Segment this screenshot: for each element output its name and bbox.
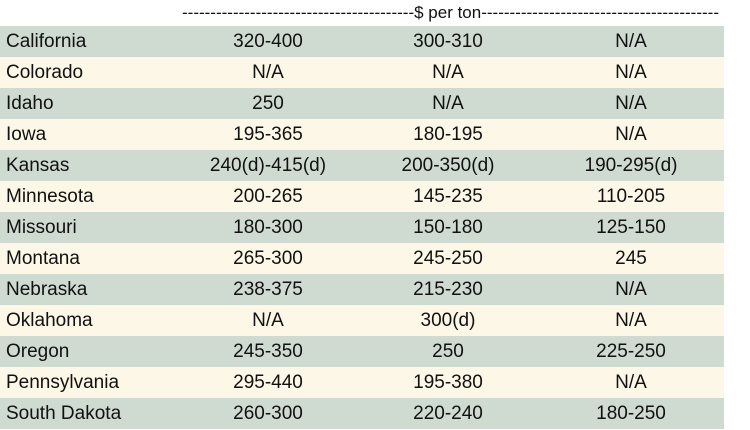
unit-header: ----------------------------------------… <box>182 3 719 22</box>
state-cell: Nebraska <box>6 279 88 300</box>
row-background <box>0 181 724 212</box>
price-cell-col-2: N/A <box>432 62 464 83</box>
price-cell-col-3: N/A <box>615 93 647 114</box>
state-cell: Missouri <box>6 217 77 238</box>
row-right-margin <box>724 212 750 243</box>
price-cell-col-2: 200-350(d) <box>401 155 495 176</box>
row-background <box>0 212 724 243</box>
price-cell-col-2: 145-235 <box>413 186 483 207</box>
price-cell-col-2: 245-250 <box>413 248 483 269</box>
row-right-margin <box>724 336 750 367</box>
state-cell: South Dakota <box>6 403 122 424</box>
price-cell-col-3: 125-150 <box>596 217 666 238</box>
row-background <box>0 88 724 119</box>
price-cell-col-1: 250 <box>252 93 284 114</box>
price-cell-col-1: 180-300 <box>233 217 303 238</box>
price-cell-col-1: 265-300 <box>233 248 303 269</box>
row-background <box>0 367 724 398</box>
row-right-margin <box>724 367 750 398</box>
table-row: California 320-400 300-310 N/A <box>0 26 750 57</box>
price-cell-col-2: 180-195 <box>413 124 483 145</box>
state-cell: Colorado <box>6 62 84 83</box>
row-right-margin <box>724 57 750 88</box>
price-cell-col-3: N/A <box>615 31 647 52</box>
price-cell-col-1: 260-300 <box>233 403 303 424</box>
row-right-margin <box>724 243 750 274</box>
table-row: Colorado N/A N/A N/A <box>0 57 750 88</box>
table-row: Missouri 180-300 150-180 125-150 <box>0 212 750 243</box>
price-cell-col-3: N/A <box>615 372 647 393</box>
price-cell-col-3: 225-250 <box>596 341 666 362</box>
price-cell-col-3: 180-250 <box>596 403 666 424</box>
row-background <box>0 243 724 274</box>
price-cell-col-1: 320-400 <box>233 31 303 52</box>
state-cell: Kansas <box>6 155 70 176</box>
row-right-margin <box>724 181 750 212</box>
row-right-margin <box>724 119 750 150</box>
price-cell-col-1: 240(d)-415(d) <box>209 155 327 176</box>
table-header-row: ----------------------------------------… <box>0 0 750 26</box>
price-cell-col-1: 295-440 <box>233 372 303 393</box>
row-background <box>0 398 724 429</box>
table-row: Oklahoma N/A 300(d) N/A <box>0 305 750 336</box>
row-background <box>0 57 724 88</box>
price-cell-col-2: 150-180 <box>413 217 483 238</box>
price-cell-col-2: 215-230 <box>413 279 483 300</box>
state-cell: Oklahoma <box>6 310 93 331</box>
state-cell: California <box>6 31 87 52</box>
table-row: Minnesota 200-265 145-235 110-205 <box>0 181 750 212</box>
price-cell-col-1: 195-365 <box>233 124 303 145</box>
table-row: Iowa 195-365 180-195 N/A <box>0 119 750 150</box>
price-cell-col-1: 200-265 <box>233 186 303 207</box>
row-right-margin <box>724 398 750 429</box>
price-cell-col-1: 245-350 <box>233 341 303 362</box>
price-cell-col-2: 250 <box>432 341 464 362</box>
row-background <box>0 26 724 57</box>
state-cell: Iowa <box>6 124 47 145</box>
table-row: Nebraska 238-375 215-230 N/A <box>0 274 750 305</box>
row-background <box>0 336 724 367</box>
price-cell-col-2: 195-380 <box>413 372 483 393</box>
table-row: Montana 265-300 245-250 245 <box>0 243 750 274</box>
row-right-margin <box>724 305 750 336</box>
price-cell-col-2: N/A <box>432 93 464 114</box>
price-cell-col-3: 245 <box>615 248 647 269</box>
price-cell-col-2: 220-240 <box>413 403 483 424</box>
price-cell-col-1: N/A <box>252 62 284 83</box>
price-cell-col-2: 300-310 <box>413 31 483 52</box>
price-cell-col-3: 190-295(d) <box>584 155 678 176</box>
state-cell: Montana <box>6 248 80 269</box>
state-cell: Pennsylvania <box>6 372 120 393</box>
price-cell-col-3: N/A <box>615 279 647 300</box>
row-right-margin <box>724 150 750 181</box>
table-row: Oregon 245-350 250 225-250 <box>0 336 750 367</box>
row-background <box>0 305 724 336</box>
state-cell: Minnesota <box>6 186 94 207</box>
price-cell-col-3: N/A <box>615 62 647 83</box>
price-table: California 320-400 300-310 N/A Colorado N/A N/… <box>0 26 750 430</box>
row-right-margin <box>724 274 750 305</box>
row-right-margin <box>724 88 750 119</box>
price-cell-col-3: N/A <box>615 310 647 331</box>
table-row: Kansas 240(d)-415(d) 200-350(d) 190-295(d) <box>0 150 750 181</box>
table-row: South Dakota 260-300 220-240 180-250 <box>0 398 750 429</box>
state-cell: Idaho <box>6 93 54 114</box>
price-cell-col-1: 238-375 <box>233 279 303 300</box>
price-cell-col-1: N/A <box>252 310 284 331</box>
price-cell-col-2: 300(d) <box>420 310 476 331</box>
row-background <box>0 274 724 305</box>
table-row: Idaho 250 N/A N/A <box>0 88 750 119</box>
state-cell: Oregon <box>6 341 70 362</box>
price-cell-col-3: N/A <box>615 124 647 145</box>
row-background <box>0 150 724 181</box>
row-right-margin <box>724 26 750 57</box>
table-row: Pennsylvania 295-440 195-380 N/A <box>0 367 750 398</box>
price-cell-col-3: 110-205 <box>596 186 666 207</box>
row-background <box>0 119 724 150</box>
